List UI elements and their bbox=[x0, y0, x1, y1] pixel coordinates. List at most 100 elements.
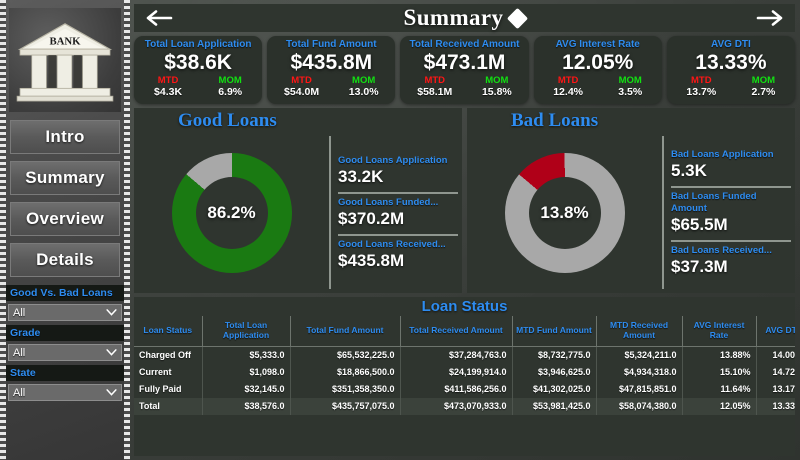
kpi-value: $473.1M bbox=[423, 51, 506, 74]
stat-label: Good Loans Received... bbox=[338, 238, 446, 250]
stat-value: $65.5M bbox=[671, 214, 728, 234]
svg-text:BANK: BANK bbox=[49, 35, 81, 47]
cell-interest: 13.88% bbox=[682, 346, 757, 364]
stat-label: Good Loans Funded... bbox=[338, 196, 439, 208]
bad-loans-stats: Bad Loans Application 5.3K Bad Loans Fun… bbox=[662, 136, 791, 289]
diamond-icon bbox=[507, 7, 529, 29]
filter-value-grade: All bbox=[13, 346, 26, 359]
kpi-mtd: MTD $4.3K bbox=[154, 75, 182, 98]
kpi-mom: MOM 3.5% bbox=[618, 75, 642, 98]
cell-dti: 13.33% bbox=[756, 398, 795, 415]
table-head: Loan Status Total Loan Application Total… bbox=[134, 316, 795, 347]
stat-value: 5.3K bbox=[671, 160, 707, 180]
kpi-mom: MOM 13.0% bbox=[349, 75, 379, 98]
nav-label-summary: Summary bbox=[25, 168, 105, 187]
column-header-total-fund-amount[interactable]: Total Fund Amount bbox=[290, 316, 401, 347]
nav-label-details: Details bbox=[36, 250, 94, 269]
kpi-card-total-received-amount[interactable]: Total Received Amount $473.1M MTD $58.1M… bbox=[400, 36, 529, 104]
good-loans-donut-chart[interactable]: 86.2% bbox=[171, 152, 292, 273]
sidebar-item-summary[interactable]: Summary bbox=[10, 161, 120, 195]
kpi-value: 13.33% bbox=[695, 51, 767, 74]
kpi-card-avg-dti[interactable]: AVG DTI 13.33% MTD 13.7% MOM 2.7% bbox=[666, 36, 796, 104]
kpi-mtd-value: $58.1M bbox=[417, 86, 453, 98]
kpi-card-avg-interest-rate[interactable]: AVG Interest Rate 12.05% MTD 12.4% MOM 3… bbox=[533, 36, 662, 104]
arrow-right-icon bbox=[756, 10, 783, 26]
kpi-mtd-value: $54.0M bbox=[284, 86, 320, 98]
cell-mtd-fund: $8,732,775.0 bbox=[512, 346, 597, 364]
bad-loans-donut-chart[interactable]: 13.8% bbox=[504, 152, 625, 273]
sidebar-item-intro[interactable]: Intro bbox=[10, 120, 120, 154]
cell-loan-status: Fully Paid bbox=[134, 381, 203, 398]
cell-mtd-fund: $53,981,425.0 bbox=[512, 398, 597, 415]
table-row[interactable]: Charged Off $5,333.0 $65,532,225.0 $37,2… bbox=[134, 346, 795, 364]
kpi-sub-row: MTD $4.3K MOM 6.9% bbox=[136, 75, 260, 98]
cell-received: $411,586,256.0 bbox=[400, 381, 513, 398]
kpi-mtd-label: MTD bbox=[291, 75, 312, 86]
good-loans-heading: Good Loans bbox=[178, 110, 277, 131]
kpi-mtd: MTD 13.7% bbox=[686, 75, 716, 98]
kpi-mtd-label: MTD bbox=[557, 75, 579, 86]
column-header-loan-status[interactable]: Loan Status bbox=[134, 316, 203, 347]
cell-received: $37,284,763.0 bbox=[400, 346, 513, 364]
nav-label-overview: Overview bbox=[25, 209, 104, 228]
table-header-row: Loan Status Total Loan Application Total… bbox=[134, 316, 795, 347]
bank-logo: BANK bbox=[9, 8, 121, 112]
good-loans-application: Good Loans Application 33.2K bbox=[338, 152, 458, 190]
stat-value: $370.2M bbox=[338, 208, 405, 228]
cell-interest: 12.05% bbox=[682, 398, 757, 415]
kpi-mtd-label: MTD bbox=[424, 75, 446, 86]
prev-page-button[interactable] bbox=[144, 9, 174, 27]
column-header-mtd-received-amount[interactable]: MTD Received Amount bbox=[596, 316, 683, 347]
cell-mtd-received: $4,934,318.0 bbox=[596, 364, 683, 381]
table-row-total[interactable]: Total $38,576.0 $435,757,075.0 $473,070,… bbox=[134, 398, 795, 415]
kpi-mom-value: 13.0% bbox=[348, 86, 379, 98]
loan-status-title: Loan Status bbox=[421, 298, 508, 315]
nav-list: Intro Summary Overview Details bbox=[0, 120, 130, 277]
column-header-total-received-amount[interactable]: Total Received Amount bbox=[400, 316, 513, 347]
bad-loans-application: Bad Loans Application 5.3K bbox=[671, 146, 791, 184]
loan-status-table: Loan Status Total Loan Application Total… bbox=[134, 316, 795, 415]
good-loans-percent: 86.2% bbox=[207, 202, 256, 222]
sidebar-item-details[interactable]: Details bbox=[10, 243, 120, 277]
filter-select-state[interactable]: All bbox=[8, 384, 122, 401]
good-loans-stats: Good Loans Application 33.2K Good Loans … bbox=[329, 136, 458, 289]
chevron-down-icon bbox=[106, 309, 117, 316]
filter-label-grade: Grade bbox=[6, 325, 124, 341]
bad-loans-percent: 13.8% bbox=[540, 202, 589, 222]
filter-select-good-vs-bad-loans[interactable]: All bbox=[8, 304, 122, 321]
next-page-button[interactable] bbox=[755, 9, 785, 27]
sidebar-item-overview[interactable]: Overview bbox=[10, 202, 120, 236]
column-header-total-loan-application[interactable]: Total Loan Application bbox=[202, 316, 291, 347]
stat-label: Bad Loans Funded Amount bbox=[671, 190, 757, 214]
column-header-avg-interest-rate[interactable]: AVG Interest Rate bbox=[682, 316, 757, 347]
filter-select-grade[interactable]: All bbox=[8, 344, 122, 361]
bad-loans-panel: Bad Loans 13.8% Bad Loans Application 5.… bbox=[467, 108, 795, 293]
kpi-card-total-loan-application[interactable]: Total Loan Application $38.6K MTD $4.3K … bbox=[134, 36, 263, 104]
page-header: Summary bbox=[134, 4, 795, 32]
cell-application: $1,098.0 bbox=[202, 364, 291, 381]
stat-value: 33.2K bbox=[338, 166, 384, 186]
kpi-card-total-fund-amount[interactable]: Total Fund Amount $435.8M MTD $54.0M MOM… bbox=[267, 36, 396, 104]
cell-fund: $65,532,225.0 bbox=[290, 346, 401, 364]
kpi-title: Total Received Amount bbox=[409, 39, 520, 50]
table-row[interactable]: Fully Paid $32,145.0 $351,358,350.0 $411… bbox=[134, 381, 795, 398]
kpi-mtd-label: MTD bbox=[157, 75, 179, 86]
good-loans-funded: Good Loans Funded... $370.2M bbox=[338, 191, 458, 232]
kpi-title: Total Loan Application bbox=[144, 39, 252, 50]
column-header-avg-dti[interactable]: AVG DTI bbox=[756, 316, 795, 347]
cell-mtd-received: $5,324,211.0 bbox=[596, 346, 683, 364]
column-header-mtd-fund-amount[interactable]: MTD Fund Amount bbox=[512, 316, 597, 347]
chevron-down-icon bbox=[106, 349, 117, 356]
cell-dti: 14.00% bbox=[772, 350, 795, 360]
kpi-mtd-label: MTD bbox=[691, 75, 712, 86]
kpi-title: AVG DTI bbox=[711, 39, 751, 50]
loan-status-section: Loan Status Loan Status Total Loan Appli… bbox=[134, 297, 795, 456]
kpi-mom-label: MOM bbox=[751, 75, 776, 86]
table-row[interactable]: Current $1,098.0 $18,866,500.0 $24,199,9… bbox=[134, 364, 795, 381]
main-content: Summary Total Loan Application $38.6K MT… bbox=[130, 0, 800, 460]
cell-fund: $435,757,075.0 bbox=[290, 398, 401, 415]
good-loans-donut-center: 86.2% bbox=[195, 176, 268, 249]
filter-grade: Grade All bbox=[6, 325, 124, 361]
kpi-mom-value: 6.9% bbox=[218, 86, 243, 98]
